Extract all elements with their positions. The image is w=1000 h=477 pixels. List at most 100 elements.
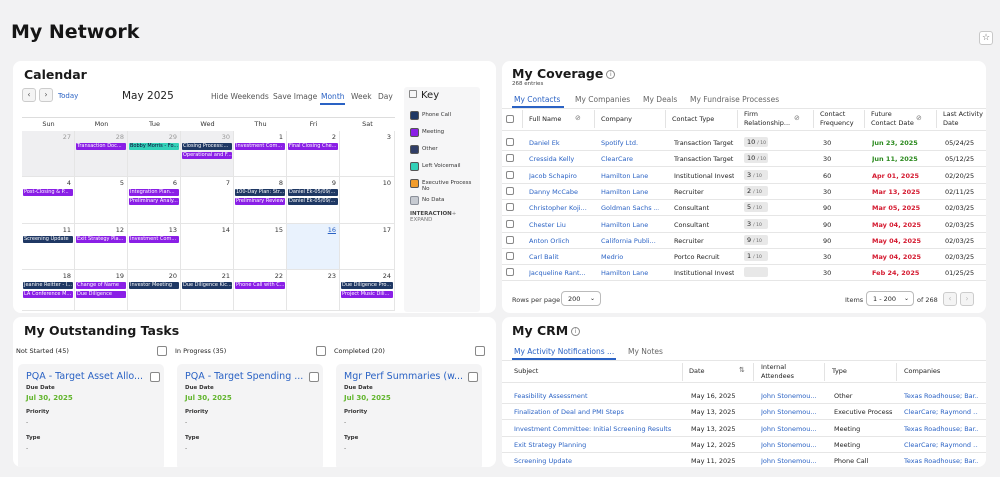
task-card[interactable]: PQA - Target Spending ... Due Date Jul 30,… — [177, 364, 323, 467]
column-header[interactable]: Contact Type — [672, 115, 715, 123]
calendar-day-cell[interactable]: 14 — [181, 224, 234, 270]
day-number[interactable]: 27 — [62, 133, 71, 141]
save-image-button[interactable]: Save Image — [273, 92, 318, 101]
company-link[interactable]: Medrio — [601, 253, 624, 262]
companies-link[interactable]: ClearCare; Raymond ... — [904, 440, 978, 449]
calendar-event[interactable]: Due Diligence Kic... — [182, 282, 232, 289]
hide-weekends-button[interactable]: Hide Weekends — [211, 92, 269, 101]
activity-subject-link[interactable]: Feasibility Assessment — [514, 392, 588, 400]
day-number[interactable]: 28 — [115, 133, 124, 141]
filter-icon[interactable]: ⊘ — [794, 114, 800, 122]
calendar-day-cell[interactable]: 19 — [75, 270, 128, 311]
day-number[interactable]: 12 — [115, 226, 124, 234]
company-link[interactable]: Hamilton Lane — [601, 187, 649, 196]
contact-name-link[interactable]: Jacqueline Rant... — [529, 269, 586, 278]
day-number[interactable]: 30 — [221, 133, 230, 141]
row-checkbox[interactable] — [506, 186, 514, 195]
today-button[interactable]: Today — [58, 92, 79, 100]
items-range-select[interactable]: 1 - 200 ⌄ — [866, 291, 914, 306]
day-number[interactable]: 22 — [274, 272, 283, 280]
column-select-checkbox[interactable] — [157, 346, 167, 356]
tab-my-activity-notifications[interactable]: My Activity Notifications ... — [514, 347, 615, 356]
day-number[interactable]: 19 — [115, 272, 124, 280]
day-number[interactable]: 13 — [168, 226, 177, 234]
day-number[interactable]: 21 — [221, 272, 230, 280]
calendar-day-cell[interactable]: 18 — [22, 270, 75, 311]
calendar-day-cell[interactable]: 21 — [181, 270, 234, 311]
calendar-day-cell[interactable]: 3 — [340, 131, 395, 177]
day-view-button[interactable]: Day — [378, 92, 393, 101]
companies-link[interactable]: Texas Roadhouse; Bar... — [904, 424, 978, 433]
day-number[interactable]: 5 — [119, 179, 124, 187]
activity-subject-link[interactable]: Exit Strategy Planning — [514, 440, 587, 449]
calendar-event[interactable]: Jeanine Reitter - I... — [23, 282, 73, 289]
attendee-link[interactable]: John Stonemou... — [761, 392, 817, 400]
day-number[interactable]: 16 — [327, 226, 336, 234]
favorite-star-icon[interactable]: ☆ — [979, 31, 993, 45]
calendar-day-cell[interactable]: 11 — [22, 224, 75, 270]
calendar-event[interactable]: Change of Name — [76, 282, 126, 289]
task-card[interactable]: Mgr Perf Summaries (w... Due Date Jul 30, … — [336, 364, 482, 467]
column-header[interactable]: Date — [689, 367, 705, 375]
contact-name-link[interactable]: Jacob Schapiro — [529, 171, 577, 180]
activity-subject-link[interactable]: Investment Committee: Initial Screening … — [514, 424, 672, 433]
companies-link[interactable]: ClearCare; Raymond ... — [904, 408, 978, 417]
row-checkbox[interactable] — [506, 203, 514, 212]
calendar-day-cell[interactable]: 7 — [181, 177, 234, 224]
tab-my-fundraise-processes[interactable]: My Fundraise Processes — [690, 95, 780, 104]
column-header[interactable]: Company — [601, 115, 632, 123]
column-header[interactable]: Firm — [744, 110, 758, 118]
day-number[interactable]: 10 — [382, 179, 391, 187]
key-expand-button[interactable]: + EXPAND — [410, 211, 457, 223]
filter-icon[interactable]: ⊘ — [916, 114, 922, 122]
calendar-day-cell[interactable]: 10 — [340, 177, 395, 224]
calendar-day-cell[interactable]: 13 — [128, 224, 181, 270]
day-number[interactable]: 17 — [382, 226, 391, 234]
calendar-day-cell[interactable]: 12 — [75, 224, 128, 270]
row-checkbox[interactable] — [506, 252, 514, 261]
calendar-event[interactable]: Preliminary Review — [235, 198, 285, 205]
company-link[interactable]: ClearCare — [601, 155, 634, 164]
attendee-link[interactable]: John Stonemou... — [761, 457, 817, 466]
row-checkbox[interactable] — [506, 154, 514, 163]
calendar-event[interactable]: Operational and F... — [182, 152, 232, 159]
calendar-day-cell[interactable]: 15 — [234, 224, 287, 270]
calendar-event[interactable]: Preliminary Analy... — [129, 198, 179, 205]
contact-name-link[interactable]: Daniel Ek — [529, 139, 560, 147]
activity-subject-link[interactable]: Screening Update — [514, 457, 573, 466]
calendar-day-cell[interactable]: 22 — [234, 270, 287, 311]
column-header[interactable]: Type — [832, 367, 847, 375]
day-number[interactable]: 18 — [62, 272, 71, 280]
column-header[interactable]: Frequency — [820, 119, 854, 127]
column-header[interactable]: Internal — [761, 363, 787, 371]
task-card[interactable]: PQA - Target Asset Allo... Due Date Jul 30… — [18, 364, 164, 467]
row-checkbox[interactable] — [506, 170, 514, 179]
calendar-day-cell[interactable]: 29 — [128, 131, 181, 177]
day-number[interactable]: 11 — [62, 226, 71, 234]
calendar-day-cell[interactable]: 24 — [340, 270, 395, 311]
company-link[interactable]: Hamilton Lane — [601, 269, 649, 278]
column-header[interactable]: Last Activity — [943, 110, 983, 118]
day-number[interactable]: 7 — [225, 179, 230, 187]
column-header[interactable]: Relationship... — [744, 119, 791, 127]
calendar-event[interactable]: Investment Com... — [129, 236, 179, 243]
company-link[interactable]: Hamilton Lane — [601, 220, 649, 229]
calendar-event[interactable]: Exit Strategy Pla... — [76, 236, 126, 243]
select-all-checkbox[interactable] — [506, 115, 514, 123]
attendee-link[interactable]: John Stonemou... — [761, 408, 817, 417]
contact-name-link[interactable]: Chester Liu — [529, 220, 566, 229]
column-select-checkbox[interactable] — [475, 346, 485, 356]
calendar-day-cell[interactable]: 4 — [22, 177, 75, 224]
day-number[interactable]: 14 — [221, 226, 230, 234]
company-link[interactable]: California Publi... — [601, 236, 656, 245]
company-link[interactable]: Spotify Ltd. — [601, 139, 639, 147]
day-number[interactable]: 23 — [327, 272, 336, 280]
week-view-button[interactable]: Week — [351, 92, 372, 101]
next-month-button[interactable]: › — [39, 88, 53, 102]
row-checkbox[interactable] — [506, 268, 514, 277]
row-checkbox[interactable] — [506, 235, 514, 244]
calendar-day-cell[interactable]: 20 — [128, 270, 181, 311]
calendar-event[interactable]: Daniel Ek-05/09/... — [288, 198, 338, 205]
companies-link[interactable]: Texas Roadhouse; Bar... — [904, 457, 978, 466]
month-view-button[interactable]: Month — [321, 92, 345, 101]
